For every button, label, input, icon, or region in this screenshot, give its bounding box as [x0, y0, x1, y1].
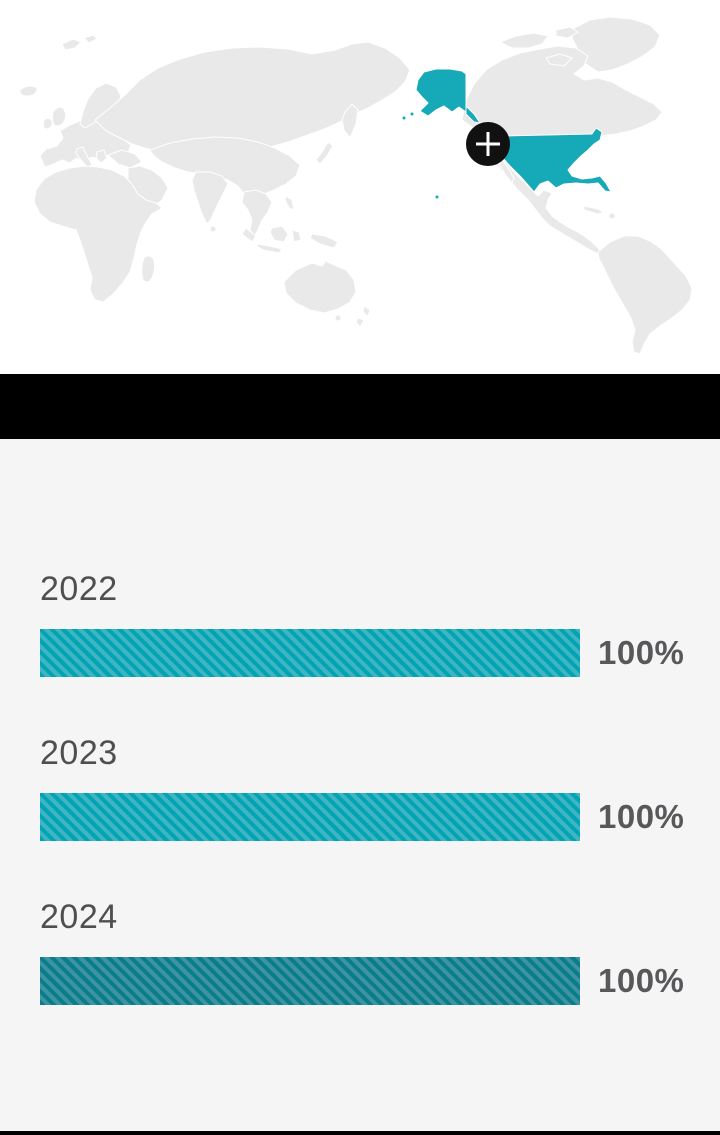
year-label: 2023: [40, 734, 118, 772]
value-label: 100%: [598, 634, 685, 671]
value-label: 100%: [598, 798, 685, 835]
aleutian-island: [409, 111, 415, 117]
kamchatka: [341, 103, 359, 139]
russia-siberia: [94, 41, 411, 158]
alaska-panhandle[interactable]: [465, 105, 481, 124]
bar-2022: [40, 629, 580, 677]
island-madagascar: [141, 255, 156, 283]
bar-row: 100%: [40, 957, 720, 1005]
island-cuba: [583, 205, 605, 215]
island-great-britain: [51, 106, 67, 127]
year-label: 2024: [40, 898, 118, 936]
continents: [19, 16, 693, 355]
bar-track: [40, 629, 580, 677]
world-map: [19, 16, 693, 355]
plus-icon: [476, 132, 500, 156]
region-united-states[interactable]: [401, 68, 612, 200]
new-zealand: [355, 305, 371, 328]
map-zoom-in-button[interactable]: [466, 122, 510, 166]
bar-track: [40, 793, 580, 841]
greece: [95, 149, 108, 164]
island-ireland: [42, 117, 53, 130]
aleutian-island: [401, 115, 407, 121]
islands-japan: [315, 141, 334, 165]
scandinavia: [79, 82, 122, 129]
year-label: 2022: [40, 570, 118, 608]
chart-row-2024: 2024 100%: [40, 898, 720, 1005]
continent-south-america: [597, 235, 693, 355]
island-sri-lanka: [209, 225, 217, 233]
islands-svalbard: [61, 34, 98, 51]
island-tasmania: [334, 314, 342, 322]
map-section: [0, 0, 720, 374]
value-label: 100%: [598, 962, 685, 999]
alaska[interactable]: [415, 68, 467, 117]
island-iceland: [19, 85, 38, 97]
canada: [461, 45, 663, 137]
bar-2024: [40, 957, 580, 1005]
china-central-asia: [149, 136, 301, 201]
continent-australia: [283, 260, 357, 314]
island-borneo: [269, 225, 289, 243]
continent-africa: [33, 165, 163, 303]
bar-2023: [40, 793, 580, 841]
southeast-asia: [241, 189, 273, 238]
island-sulawesi: [291, 229, 302, 243]
baja-california: [498, 159, 515, 184]
us-mainland[interactable]: [496, 127, 612, 193]
india: [191, 171, 229, 225]
arctic-islands: [499, 26, 579, 67]
island-sumatra: [241, 227, 257, 243]
bar-row: 100%: [40, 793, 720, 841]
hawaii: [434, 194, 440, 200]
stats-panel: 2022 100% 2023 100% 2024 100%: [0, 439, 720, 1131]
footer-bar: [0, 1131, 720, 1135]
bar-row: 100%: [40, 629, 720, 677]
island-java: [256, 243, 283, 254]
chart-row-2022: 2022 100%: [40, 570, 720, 677]
islands-philippines: [284, 195, 295, 211]
turkey: [107, 149, 143, 169]
island-new-guinea: [309, 233, 339, 249]
island-hispaniola: [608, 212, 616, 220]
header-bar: [0, 374, 720, 439]
chart-row-2023: 2023 100%: [40, 734, 720, 841]
bar-track: [40, 957, 580, 1005]
